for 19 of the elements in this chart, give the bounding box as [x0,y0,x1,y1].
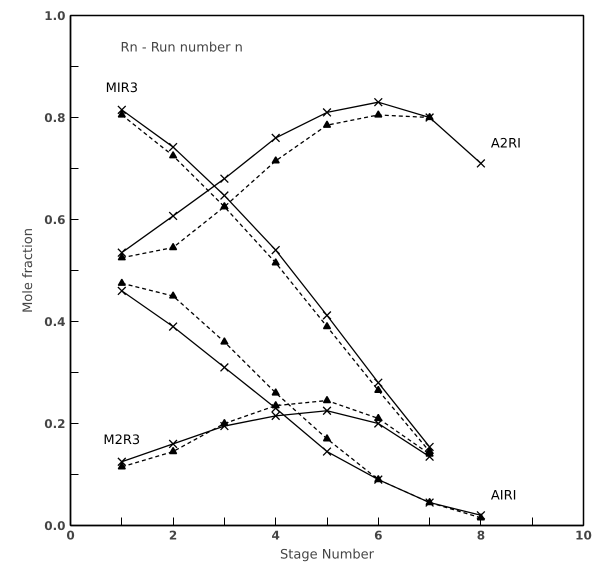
series-label: AIRI [490,488,516,504]
x-tick-label: 10 [575,528,592,542]
series-label: M2R3 [103,432,140,448]
y-axis-title: Mole fraction [21,228,36,313]
annotation: Rn - Run number n [120,40,243,56]
x-tick-label: 8 [476,528,486,542]
series-label: MIR3 [106,80,138,96]
y-tick-label: 0.8 [44,111,66,125]
x-tick-label: 2 [168,528,178,542]
x-tick-label: 6 [374,528,382,542]
y-tick-label: 0.0 [44,519,66,533]
x-tick-label: 4 [272,528,280,542]
y-tick-label: 0.4 [44,315,66,329]
y-tick-label: 0.2 [44,417,66,431]
x-axis-title: Stage Number [280,548,375,562]
y-tick-label: 1.0 [44,9,66,23]
x-tick-label: 0 [66,528,75,542]
series-label: A2RI [490,136,521,152]
y-tick-label: 0.6 [44,213,66,227]
